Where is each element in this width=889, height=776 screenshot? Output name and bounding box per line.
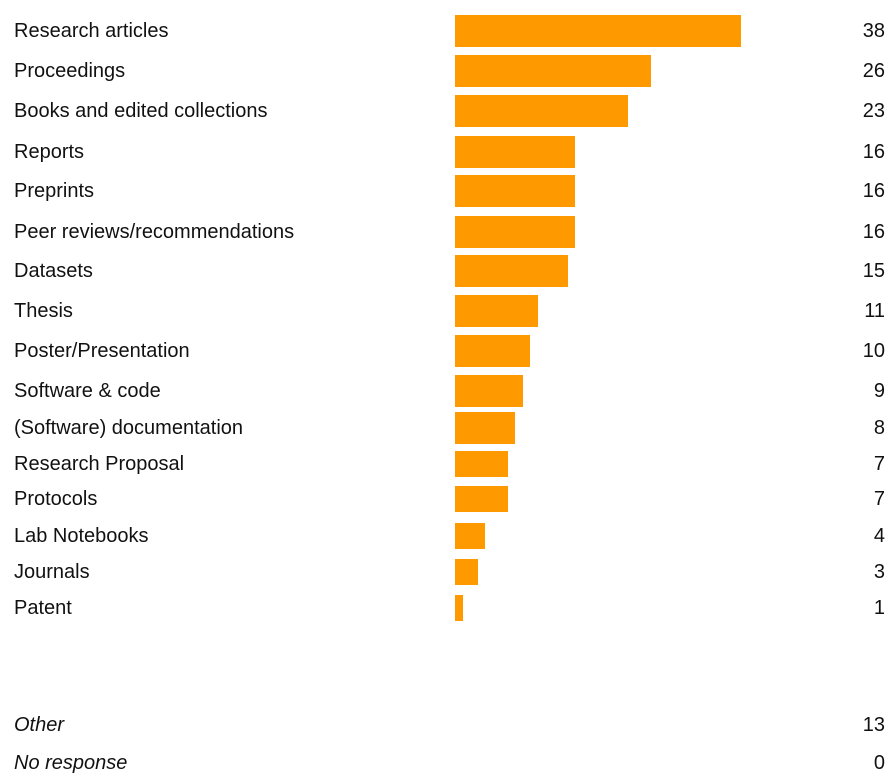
category-label: Protocols [14, 488, 98, 510]
category-label: Research articles [14, 20, 169, 42]
bar [455, 595, 463, 621]
bar [455, 136, 576, 168]
value-label: 16 [862, 141, 885, 163]
bar [455, 55, 651, 87]
category-label: Reports [14, 141, 85, 163]
category-label: Lab Notebooks [14, 525, 149, 547]
value-label: 3 [873, 561, 885, 583]
category-label: Patent [14, 597, 72, 619]
value-label: 38 [862, 20, 885, 42]
category-label: Thesis [14, 300, 73, 322]
bar [455, 375, 523, 407]
bar [455, 486, 508, 512]
bar [455, 412, 516, 444]
value-label: 7 [873, 453, 885, 475]
value-label: 1 [873, 597, 885, 619]
category-label: Books and edited collections [14, 100, 268, 122]
no-response-value: 0 [873, 752, 885, 774]
value-label: 16 [862, 180, 885, 202]
bar [455, 95, 629, 127]
bar [455, 255, 568, 287]
value-label: 26 [862, 60, 885, 82]
value-label: 4 [873, 525, 885, 547]
category-label: Proceedings [14, 60, 126, 82]
category-label: Poster/Presentation [14, 340, 190, 362]
category-label: Journals [14, 561, 90, 583]
bar [455, 295, 538, 327]
value-label: 16 [862, 221, 885, 243]
value-label: 10 [862, 340, 885, 362]
no-response-label: No response [14, 752, 128, 774]
category-label: Research Proposal [14, 453, 185, 475]
value-label: 8 [873, 417, 885, 439]
category-label: Software & code [14, 380, 161, 402]
category-label: Peer reviews/recommendations [14, 221, 295, 243]
value-label: 23 [862, 100, 885, 122]
bar [455, 335, 531, 367]
other-label: Other [14, 714, 65, 736]
value-label: 9 [873, 380, 885, 402]
bar [455, 216, 576, 248]
category-label: Datasets [14, 260, 93, 282]
category-label: Preprints [14, 180, 95, 202]
bar [455, 523, 486, 549]
category-label: (Software) documentation [14, 417, 244, 439]
bar [455, 559, 478, 585]
bar [455, 175, 576, 207]
other-value: 13 [862, 714, 885, 736]
bar [455, 451, 508, 477]
value-label: 15 [862, 260, 885, 282]
value-label: 7 [873, 488, 885, 510]
bar [455, 15, 741, 47]
value-label: 11 [864, 300, 885, 322]
